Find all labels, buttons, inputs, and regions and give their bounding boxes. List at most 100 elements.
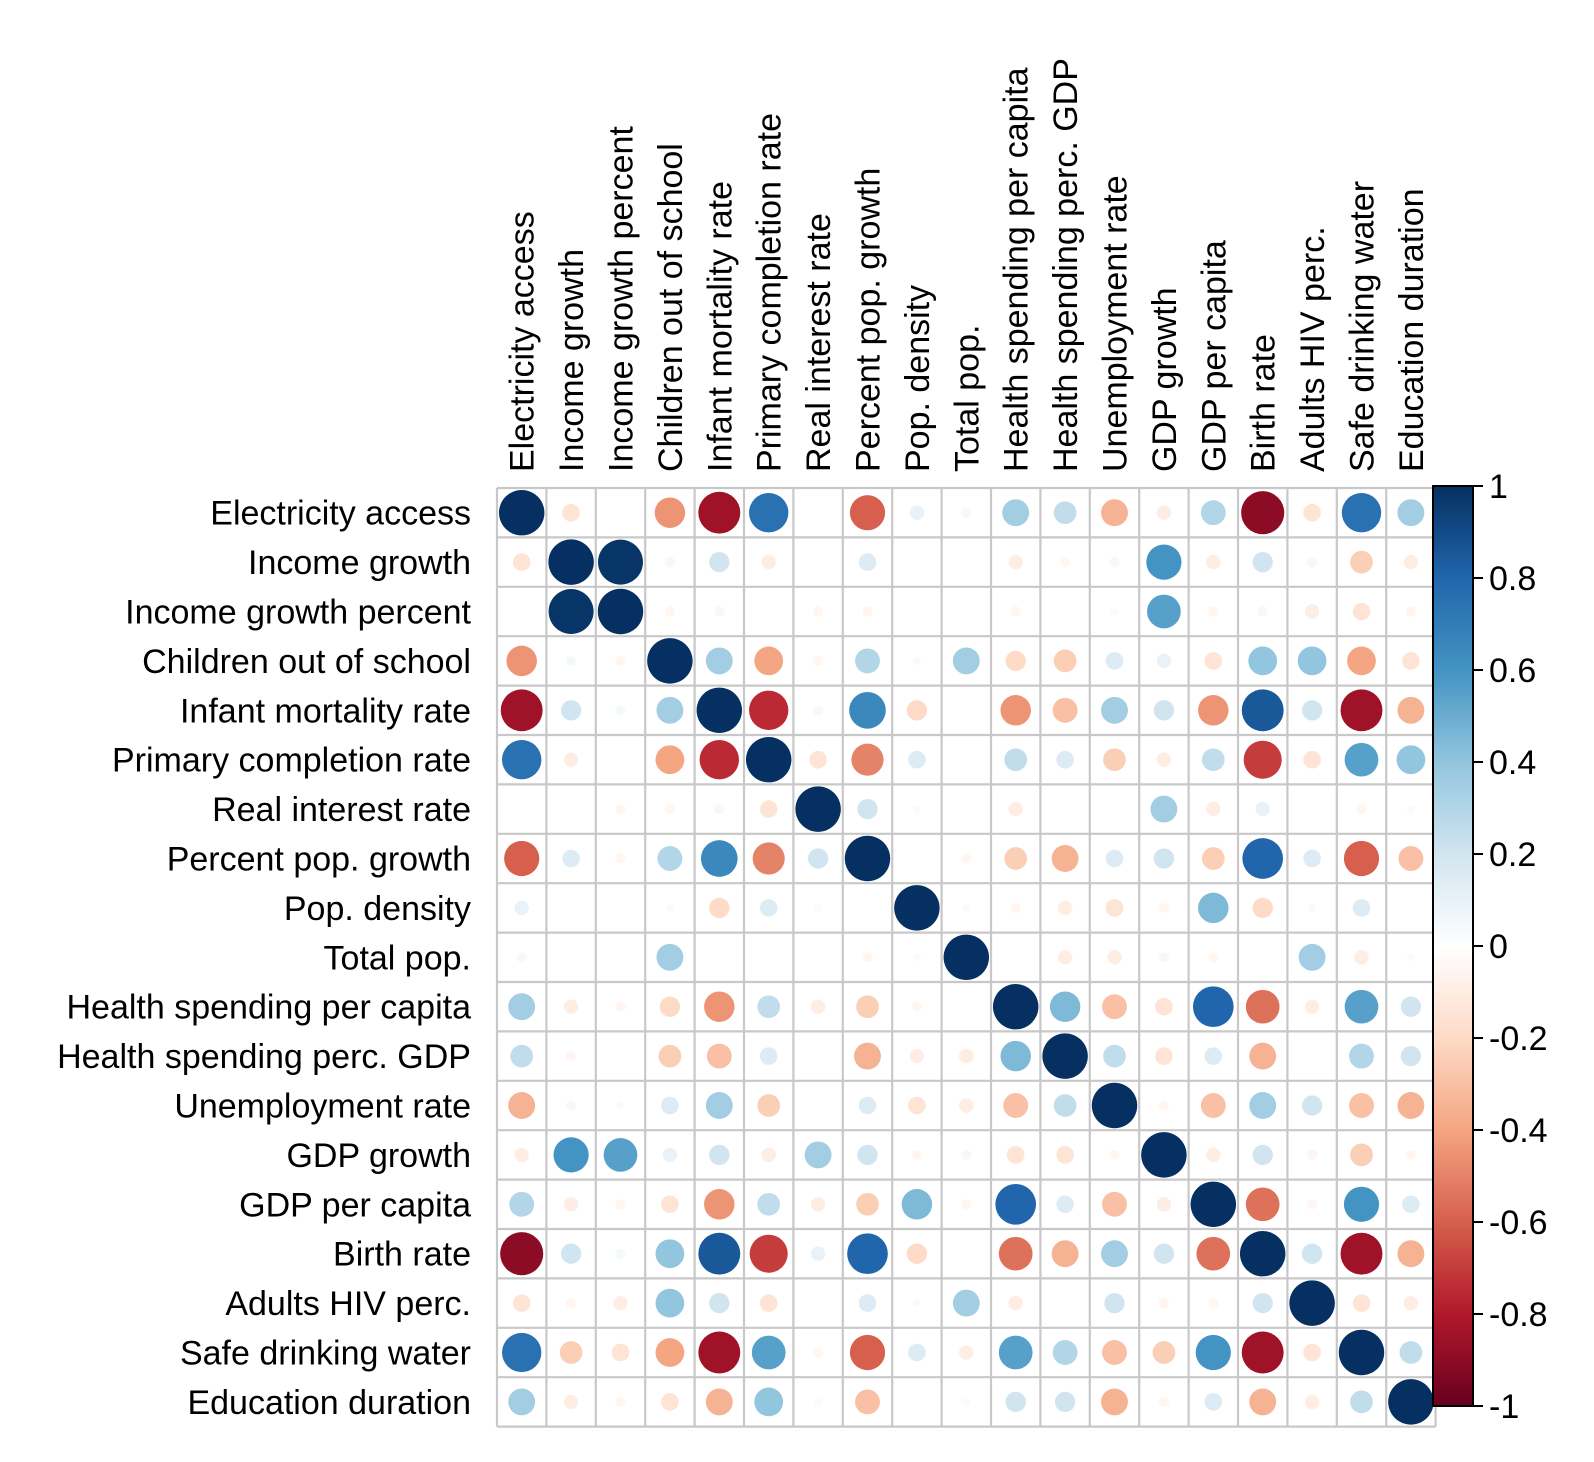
correlation-circle — [1101, 499, 1128, 527]
column-label: Primary completion rate — [751, 113, 789, 472]
correlation-circle — [548, 539, 594, 585]
correlation-circle — [714, 606, 725, 617]
correlation-circle — [509, 1191, 535, 1217]
correlation-circle — [1303, 750, 1321, 769]
correlation-circle — [1349, 1043, 1374, 1069]
correlation-circle — [1153, 1243, 1175, 1264]
correlation-circle — [1245, 1187, 1280, 1222]
correlation-circle — [1303, 849, 1321, 868]
correlation-circle — [1208, 1298, 1219, 1309]
column-label: Real interest rate — [800, 213, 838, 472]
correlation-circle — [912, 656, 921, 665]
correlation-circle — [516, 952, 527, 963]
correlation-circle — [1298, 943, 1326, 971]
correlation-circle — [1109, 557, 1120, 568]
correlation-circle — [1101, 696, 1128, 724]
column-label: Income growth — [553, 249, 591, 472]
correlation-circle — [615, 1001, 626, 1012]
correlation-circle — [1344, 989, 1379, 1024]
correlation-circle — [1307, 1149, 1318, 1160]
column-label: Pop. density — [899, 285, 937, 472]
correlation-circle — [1397, 696, 1425, 724]
correlation-circle — [1249, 1092, 1277, 1119]
column-label: GDP per capita — [1195, 240, 1233, 472]
correlation-circle — [1397, 1092, 1425, 1119]
correlation-circle — [851, 743, 884, 776]
row-label: Income growth — [248, 544, 471, 582]
correlation-circle — [502, 1332, 542, 1373]
correlation-circle — [1350, 1390, 1373, 1414]
correlation-circle — [855, 1389, 880, 1415]
correlation-circles — [498, 489, 1434, 1425]
correlation-circle — [761, 1147, 776, 1163]
correlation-circle — [566, 655, 577, 666]
correlation-circle — [1206, 554, 1221, 570]
correlation-circle — [1249, 1388, 1277, 1416]
correlation-circle — [992, 983, 1039, 1030]
correlation-circle — [908, 750, 926, 769]
colorbar-gradient — [1432, 485, 1474, 1407]
correlation-circle — [1201, 847, 1225, 870]
correlation-circle — [1200, 500, 1226, 526]
correlation-circle — [1155, 1047, 1173, 1065]
correlation-circle — [1005, 650, 1026, 672]
correlation-circle — [1406, 805, 1415, 814]
correlation-circle — [1056, 750, 1074, 769]
correlation-circle — [855, 648, 880, 674]
correlation-circle — [656, 696, 684, 724]
correlation-circle — [814, 903, 823, 912]
correlation-circle — [1196, 1236, 1231, 1271]
correlation-circle — [1158, 1100, 1169, 1111]
correlation-circle — [1198, 892, 1229, 924]
correlation-circle — [1208, 606, 1219, 617]
correlation-circle — [1008, 554, 1023, 570]
row-label: Adults HIV perc. — [225, 1285, 471, 1323]
correlation-circle — [1110, 607, 1119, 616]
correlation-circle — [1343, 840, 1380, 877]
correlation-circle — [1002, 499, 1030, 527]
correlation-circle — [854, 1042, 881, 1070]
correlation-circle — [1344, 742, 1379, 777]
correlation-circle — [1400, 1045, 1422, 1067]
correlation-circle — [1249, 1042, 1277, 1070]
colorbar-tick-label: 0.2 — [1489, 836, 1536, 874]
correlation-circle — [961, 1149, 972, 1160]
column-label: Children out of school — [652, 143, 690, 472]
correlation-circle — [1255, 801, 1270, 817]
correlation-circle — [1399, 1341, 1423, 1364]
correlation-circle — [1195, 1334, 1231, 1371]
correlation-circle — [647, 638, 693, 684]
correlation-circle — [655, 1338, 685, 1367]
correlation-circle — [759, 800, 778, 818]
correlation-circle — [1352, 899, 1371, 917]
correlation-circle — [1057, 950, 1073, 965]
correlation-circle — [912, 805, 921, 814]
correlation-circle — [664, 557, 675, 568]
correlation-circle — [514, 900, 529, 916]
correlation-circle — [952, 647, 980, 675]
correlation-circle — [1354, 950, 1369, 965]
colorbar-legend: 1 0.8 0.6 0.4 0.2 0 -0.2 -0.4 -0.6 -0.8 -1 — [1432, 468, 1548, 1426]
correlation-circle — [1008, 801, 1023, 817]
correlation-circle — [1241, 491, 1285, 535]
correlation-circle — [1158, 952, 1169, 963]
correlation-circle — [1156, 1197, 1172, 1212]
correlation-circle — [857, 1144, 878, 1166]
correlation-circle — [1341, 493, 1382, 533]
correlation-circle — [1304, 1394, 1320, 1410]
correlation-circle — [901, 1189, 933, 1220]
correlation-circle — [959, 1048, 974, 1064]
correlation-circle — [1301, 1243, 1323, 1264]
correlation-circle — [1192, 986, 1234, 1028]
correlation-circle — [705, 1092, 733, 1119]
correlation-circle — [1405, 1149, 1416, 1160]
correlation-circle — [810, 999, 826, 1014]
correlation-circle — [563, 1197, 579, 1212]
correlation-circle — [810, 1197, 826, 1212]
correlation-circle — [1000, 1040, 1031, 1072]
correlation-circle — [566, 1298, 577, 1309]
correlation-circle — [709, 897, 730, 919]
correlation-circle — [1400, 996, 1422, 1017]
correlation-circle — [1402, 1195, 1420, 1214]
correlation-circle — [1052, 697, 1078, 723]
